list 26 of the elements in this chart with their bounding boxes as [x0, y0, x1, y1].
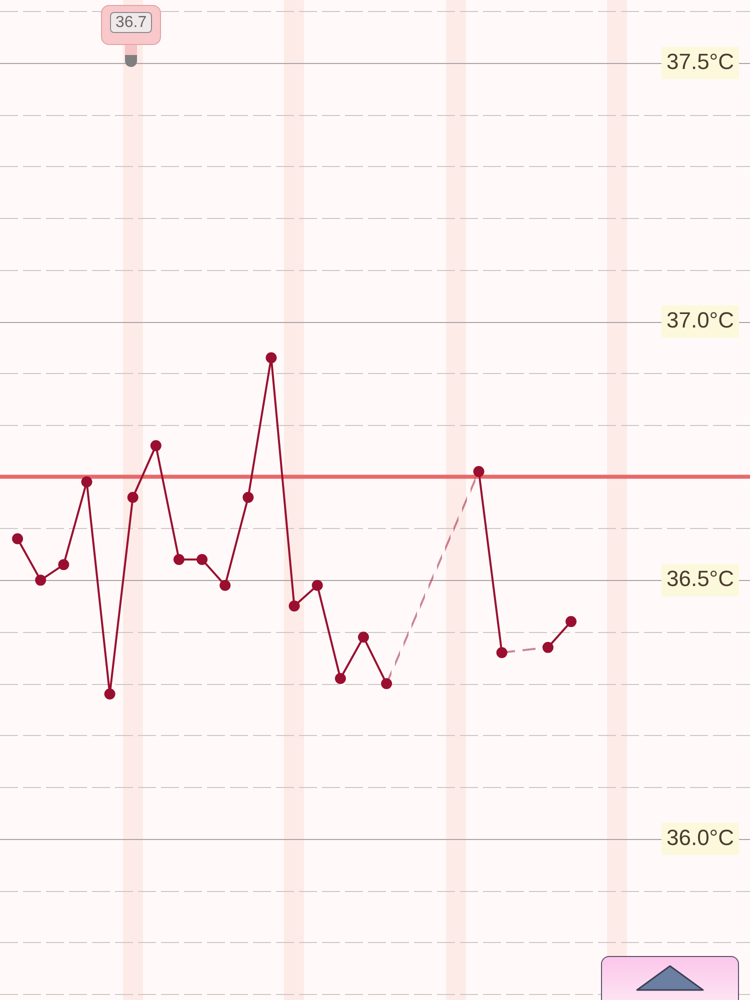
y-tick-label: 37.5°C — [666, 48, 734, 74]
annotation: 36.7 — [116, 14, 147, 32]
point — [496, 647, 508, 658]
point — [173, 554, 184, 565]
point — [358, 632, 369, 643]
y-tick-label: 37.0°C — [666, 308, 734, 333]
point — [12, 533, 24, 544]
point — [288, 600, 300, 612]
point — [473, 466, 484, 478]
point — [35, 574, 46, 586]
point — [81, 476, 92, 488]
point — [150, 440, 162, 452]
point — [196, 554, 208, 565]
point — [334, 672, 346, 684]
y-tick-label: 36.5°C — [666, 566, 734, 592]
point — [312, 580, 323, 591]
point — [220, 580, 231, 591]
point — [566, 616, 577, 628]
point — [242, 492, 254, 503]
point — [381, 678, 392, 690]
point — [58, 559, 70, 570]
point — [266, 352, 277, 364]
point — [104, 688, 116, 700]
y-tick-label: 36.0°C — [666, 824, 734, 850]
point — [127, 492, 138, 503]
point — [542, 642, 554, 653]
